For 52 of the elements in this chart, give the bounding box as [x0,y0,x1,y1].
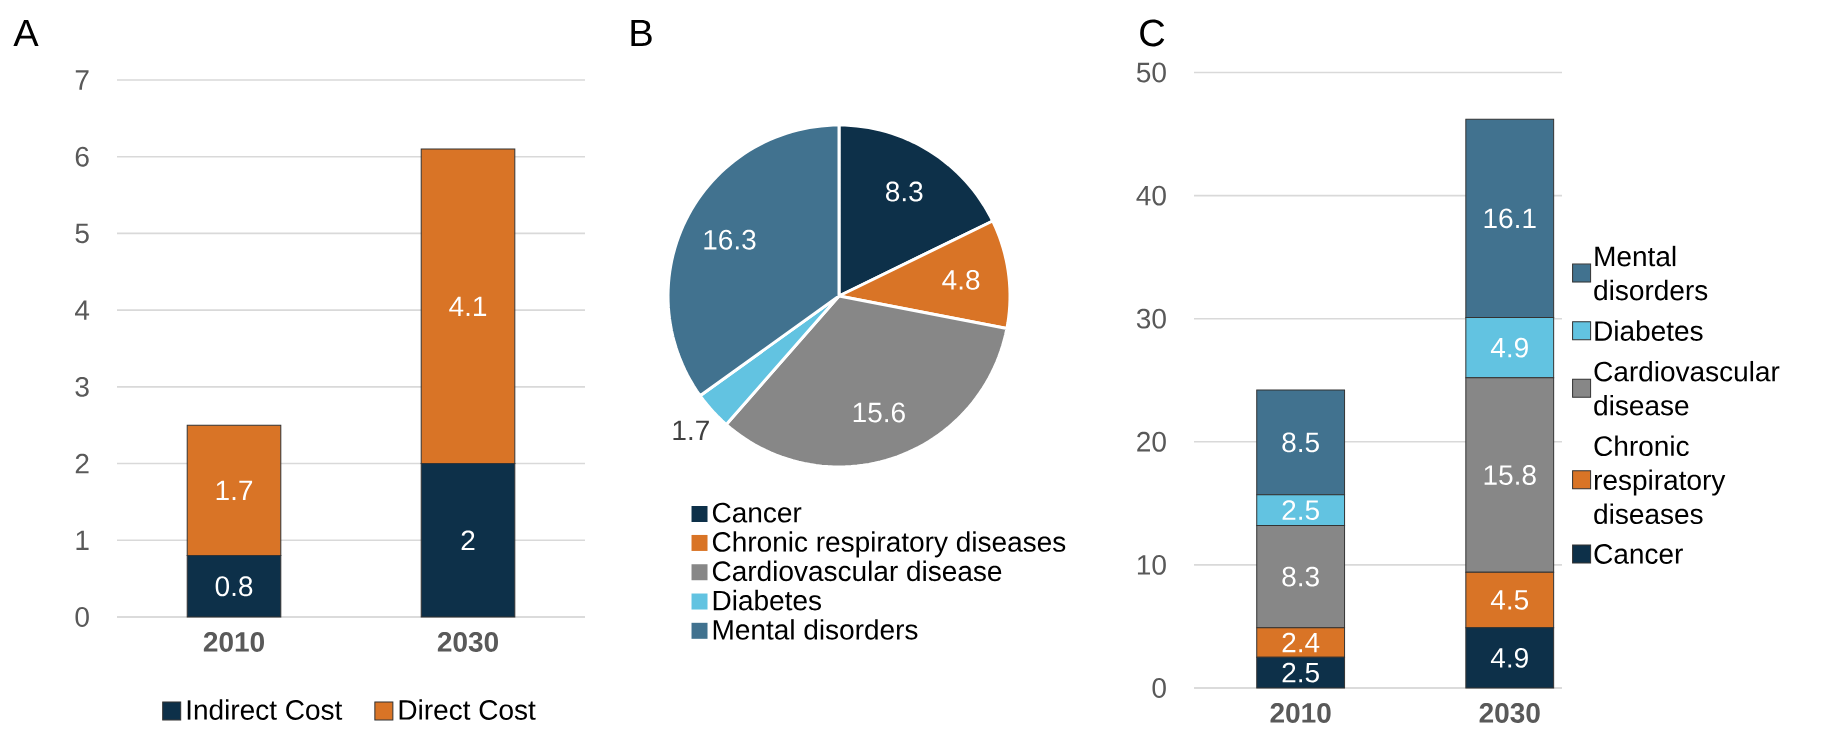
data-label: 4.5 [1490,590,1529,610]
legend-label: Direct Cost [399,699,536,720]
data-label: 16.1 [1484,208,1536,229]
data-label: 1.7 [673,420,709,441]
y-tick-label: 4 [75,300,90,320]
y-tick-label: 5 [75,223,89,244]
y-tick-label: 10 [1137,554,1166,575]
legend-label: Diabetes [713,589,821,611]
x-tick-label: 2010 [203,632,264,652]
data-label: 4.9 [1490,647,1528,668]
legend-label: Mental disorders [1594,245,1708,301]
y-tick-label: 7 [75,70,89,90]
y-tick-label: 3 [75,376,89,397]
x-tick-label: 2030 [437,632,498,652]
y-tick-label: 20 [1137,431,1166,452]
x-tick-label: 2030 [1479,703,1540,723]
legend-label: Cardiovascular disease [712,560,1002,582]
chart-title: A [13,19,39,47]
legend-label: Diabetes [1595,320,1703,341]
y-tick-label: 50 [1136,62,1166,83]
y-tick-label: 40 [1136,185,1166,206]
y-tick-label: 2 [75,453,89,474]
legend-label: Chronic respiratory diseases [1594,435,1726,525]
data-label: 4.8 [942,269,980,290]
data-label: 16.3 [704,229,756,250]
data-label: 2.4 [1282,632,1320,653]
legend-label: Mental disorders [713,619,918,640]
y-tick-label: 0 [75,607,89,627]
chart-title: C [1140,19,1165,47]
y-tick-label: 0 [1152,678,1166,698]
chart-title: B [631,19,652,47]
y-tick-label: 1 [76,530,89,550]
y-tick-label: 30 [1136,308,1166,329]
data-label: 8.3 [1282,566,1319,587]
data-label: 15.6 [853,402,905,423]
legend-label: Indirect Cost [187,699,343,720]
data-label: 4.1 [449,296,487,316]
data-label: 0.8 [215,576,253,597]
legend-label: Cardiovascular disease [1594,360,1780,416]
data-label: 2.5 [1282,662,1319,683]
data-label: 8.3 [886,181,923,202]
legend-label: Cancer [1594,544,1683,564]
data-label: 2.5 [1282,500,1319,521]
legend-label: Chronic respiratory diseases [712,531,1066,558]
x-tick-label: 2010 [1270,703,1331,723]
data-label: 15.8 [1484,465,1536,485]
y-tick-label: 6 [75,146,89,167]
data-label: 4.9 [1490,337,1528,358]
data-label: 1.7 [216,480,253,501]
data-label: 2 [461,530,475,551]
legend-label: Cancer [712,502,802,523]
data-label: 8.5 [1282,432,1319,453]
